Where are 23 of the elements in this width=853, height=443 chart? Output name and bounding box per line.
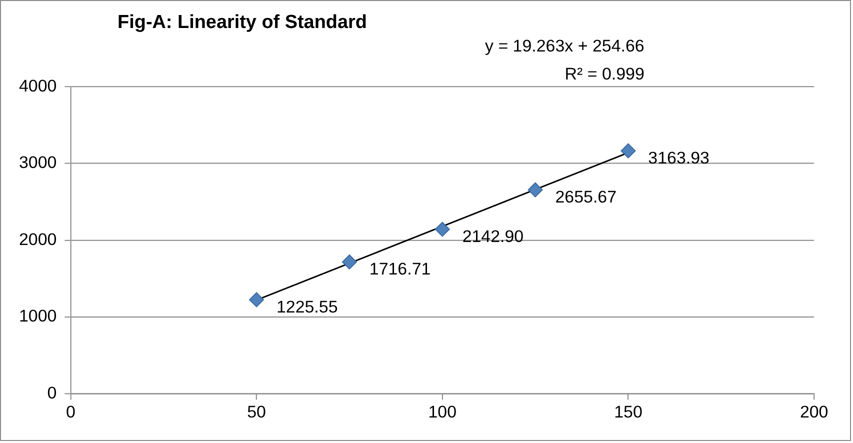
data-label: 1225.55 (276, 297, 338, 316)
point (620, 143, 636, 158)
text: R² = 0.999 (564, 64, 644, 84)
point (249, 292, 264, 308)
x-tick-label: 150 (614, 402, 642, 422)
text: y = 19.263x + 254.66 (485, 36, 644, 56)
y-tick-label: 4000 (18, 76, 57, 96)
y-tick-label: 3000 (18, 153, 57, 172)
data-label: 1716.71 (369, 260, 431, 279)
data-label: 2655.67 (555, 188, 617, 206)
chart-title: Fig-A: Linearity of Standard (118, 12, 367, 34)
data-label: 2142.90 (462, 226, 524, 246)
x-tick-label: 200 (800, 402, 828, 422)
x-tick-label: 100 (428, 402, 457, 422)
point (342, 254, 357, 270)
data-label: 3163.93 (648, 148, 710, 168)
y-tick-label: 1000 (18, 306, 57, 326)
x-tick-label: 50 (247, 402, 266, 422)
point (434, 222, 450, 237)
y-tick-label: 0 (47, 383, 57, 402)
y-tick-label: 2000 (18, 230, 57, 249)
x-tick-label: 0 (66, 402, 76, 422)
point (528, 182, 543, 198)
